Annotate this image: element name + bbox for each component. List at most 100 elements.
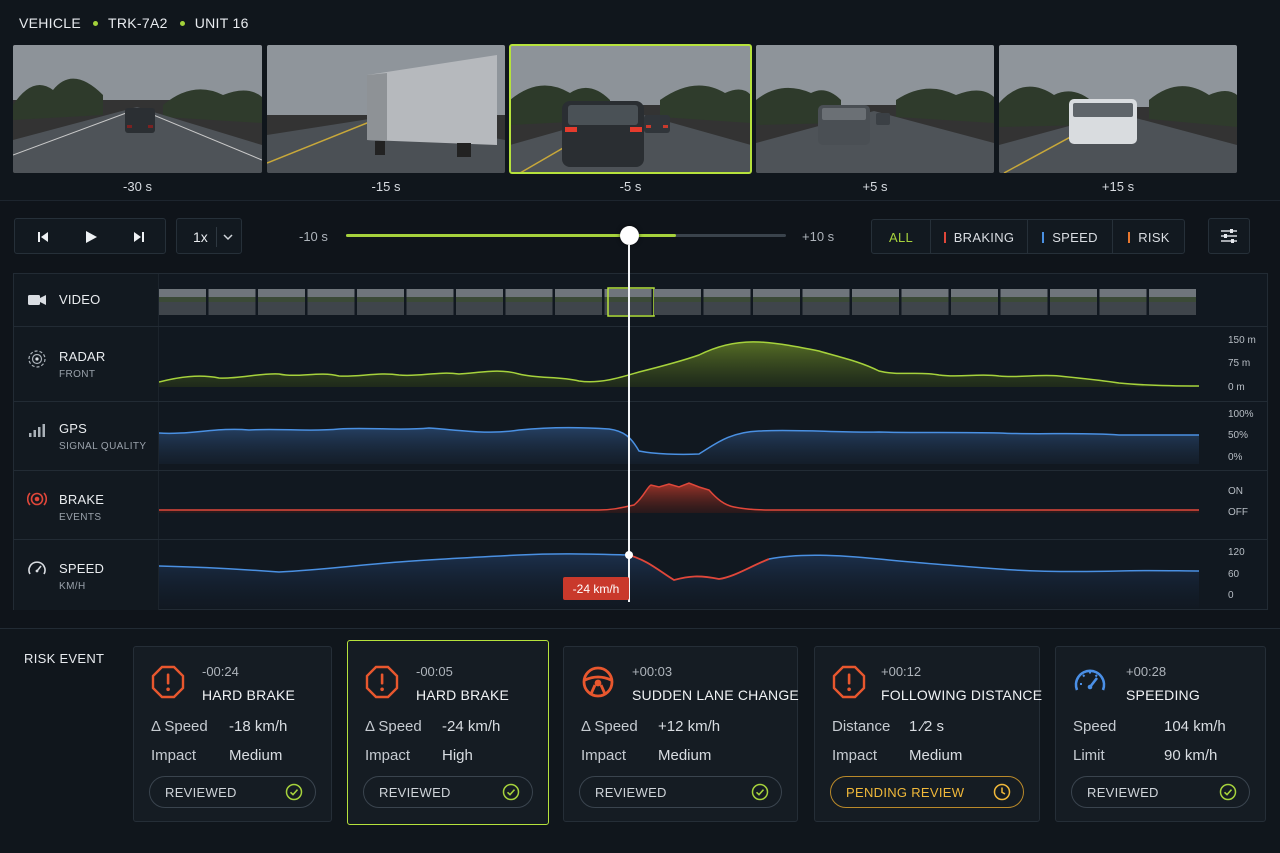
play-button[interactable]: [67, 219, 115, 255]
filter-label: BRAKING: [953, 229, 1015, 245]
video-thumbnail[interactable]: [555, 289, 602, 315]
speed-scale-max: 120: [1228, 547, 1245, 558]
timeline-slider[interactable]: [346, 234, 786, 237]
vehicle-label: VEHICLE: [19, 15, 82, 31]
risk-event-card[interactable]: +00:03 SUDDEN LANE CHANGE Δ Speed +12 km/h I…: [563, 646, 799, 822]
event-title: HARD BRAKE: [416, 687, 510, 703]
gps-scale-max: 100%: [1228, 409, 1254, 420]
review-status-button[interactable]: PENDING REVIEW: [830, 776, 1024, 808]
video-thumbnail[interactable]: [1050, 289, 1097, 315]
risk-event-card[interactable]: -00:05 HARD BRAKE Δ Speed -24 km/h Impact Hig…: [347, 640, 549, 825]
video-thumbnail[interactable]: [654, 289, 701, 315]
review-status-button[interactable]: REVIEWED: [1071, 776, 1250, 808]
lane-sub-speed: KM/H: [59, 581, 86, 592]
lane-title-radar: RADAR: [59, 349, 106, 364]
brake-scale-on: ON: [1228, 486, 1243, 497]
slider-handle[interactable]: [620, 226, 639, 245]
playhead-marker: [625, 551, 633, 559]
filter-all[interactable]: ALL: [872, 220, 930, 254]
event-metric-label: Speed: [1073, 718, 1117, 735]
video-thumbnail[interactable]: [753, 289, 800, 315]
brake-area: [159, 483, 1199, 513]
lane-divider: [13, 470, 1268, 471]
settings-button[interactable]: [1208, 218, 1250, 254]
video-thumbnail[interactable]: [406, 289, 454, 315]
lane-divider: [13, 326, 1268, 327]
video-thumbnail-strip[interactable]: [159, 287, 1199, 317]
video-thumbnail[interactable]: [159, 289, 206, 315]
speed-scale-min: 0: [1228, 590, 1234, 601]
camera-frame-4[interactable]: [756, 45, 994, 173]
filter-risk[interactable]: RISK: [1112, 220, 1185, 254]
video-thumbnail[interactable]: [852, 289, 899, 315]
radar-scale-max: 150 m: [1228, 335, 1256, 346]
playback-speed-select[interactable]: 1x: [176, 218, 242, 254]
video-thumbnail[interactable]: [456, 289, 503, 315]
gps-area: [159, 427, 1199, 464]
skip-forward-button[interactable]: [115, 219, 163, 255]
check-circle-icon: [502, 783, 520, 801]
review-status-button[interactable]: REVIEWED: [149, 776, 316, 808]
alert-octagon-icon: [832, 665, 866, 699]
lane-label-radar: [14, 327, 159, 401]
video-thumbnail[interactable]: [1149, 289, 1196, 315]
truck-id: TRK-7A2: [108, 15, 168, 31]
event-impact-value: Medium: [909, 747, 963, 764]
brake-line: [159, 482, 1199, 511]
event-metric-label: Distance: [832, 718, 891, 735]
skip-back-button[interactable]: [19, 219, 67, 255]
risk-event-card[interactable]: +00:12 FOLLOWING DISTANCE Distance 1.⁄2 s Im…: [814, 646, 1043, 822]
video-thumbnail[interactable]: [357, 289, 404, 315]
event-metric-value: +12 km/h: [658, 718, 721, 735]
camera-frame-label: -30 s: [123, 179, 152, 194]
radar-scale-min: 0 m: [1228, 382, 1245, 393]
event-impact-value: 90 km/h: [1164, 747, 1218, 764]
camera-frame-5[interactable]: [999, 45, 1237, 173]
video-thumbnail[interactable]: [208, 289, 256, 315]
video-thumbnail[interactable]: [703, 289, 751, 315]
video-thumbnail[interactable]: [1099, 289, 1147, 315]
filter-braking[interactable]: BRAKING: [930, 220, 1027, 254]
camera-frame-2[interactable]: [267, 45, 505, 173]
road-scene-image: [756, 45, 994, 173]
event-impact-label: Impact: [832, 747, 878, 764]
alert-octagon-icon: [151, 665, 185, 699]
gps-line: [159, 426, 1199, 456]
event-title: HARD BRAKE: [202, 687, 296, 703]
risk-event-card[interactable]: +00:28 SPEEDING Speed 104 km/h Limit 90 km/h R…: [1055, 646, 1266, 822]
check-circle-icon: [285, 783, 303, 801]
review-status-button[interactable]: REVIEWED: [579, 776, 782, 808]
lane-sub-radar: FRONT: [59, 369, 96, 380]
playhead-line[interactable]: [628, 245, 630, 602]
video-thumbnail[interactable]: [307, 289, 355, 315]
video-thumbnail[interactable]: [505, 289, 553, 315]
event-impact-label: Impact: [151, 747, 197, 764]
lane-sub-gps: SIGNAL QUALITY: [59, 441, 147, 452]
video-thumbnail[interactable]: [901, 289, 949, 315]
event-title: SPEEDING: [1126, 687, 1200, 703]
event-time: -00:24: [202, 664, 239, 679]
camera-frame-label: +5 s: [862, 179, 888, 194]
playback-speed-value: 1x: [193, 229, 208, 245]
event-metric-label: Δ Speed: [151, 718, 208, 735]
event-impact-label: Impact: [581, 747, 627, 764]
review-status-label: REVIEWED: [379, 784, 451, 800]
gps-scale-mid: 50%: [1228, 430, 1249, 441]
event-metric-label: Δ Speed: [365, 718, 422, 735]
risk-color-tick: [1128, 231, 1131, 243]
review-status-label: REVIEWED: [1087, 784, 1159, 800]
review-status-button[interactable]: REVIEWED: [363, 776, 533, 808]
camera-frame-label: +15 s: [1101, 179, 1135, 194]
video-thumbnail[interactable]: [802, 289, 850, 315]
video-thumbnail[interactable]: [951, 289, 998, 315]
video-thumbnail[interactable]: [1000, 289, 1048, 315]
check-circle-icon: [751, 783, 769, 801]
camera-frame-label: -5 s: [619, 179, 642, 194]
camera-frame-3[interactable]: [509, 44, 752, 174]
risk-event-card[interactable]: -00:24 HARD BRAKE Δ Speed -18 km/h Impact Med…: [133, 646, 332, 822]
event-title: FOLLOWING DISTANCE: [881, 687, 1043, 703]
filter-speed[interactable]: SPEED: [1027, 220, 1112, 254]
video-thumbnail[interactable]: [258, 289, 305, 315]
camera-frame-1[interactable]: [13, 45, 262, 173]
speed-line: [159, 553, 630, 573]
